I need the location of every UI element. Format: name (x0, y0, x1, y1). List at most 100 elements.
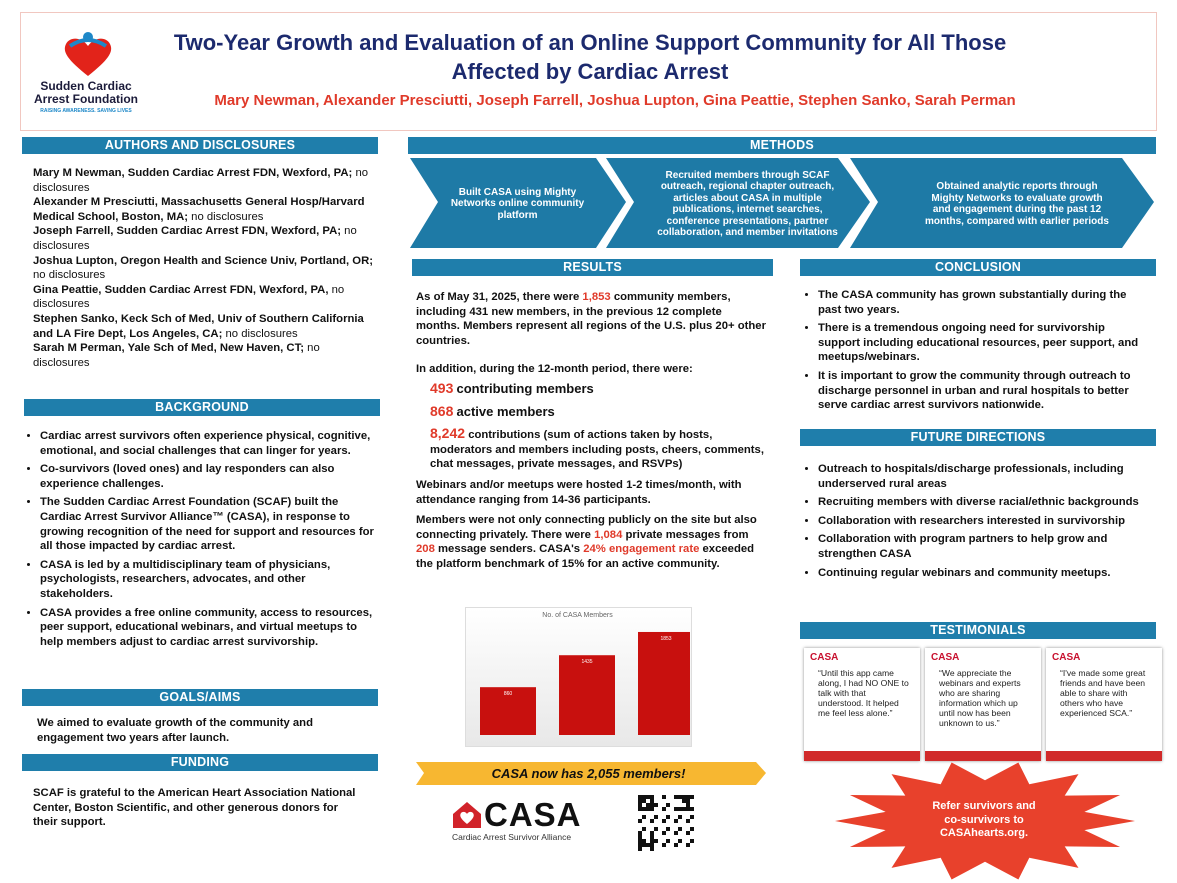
qr-cell (686, 831, 690, 835)
qr-cell (642, 795, 646, 799)
card-quote: “I've made some great friends and have b… (1060, 668, 1146, 718)
qr-cell (678, 807, 682, 811)
author-name: Alexander M Presciutti, Massachusetts Ge… (33, 196, 365, 223)
qr-cell (678, 839, 682, 843)
callout: Refer survivors and co-survivors to CASA… (932, 800, 1036, 839)
author-entry: Gina Peattie, Sudden Cardiac Arrest FDN,… (33, 283, 373, 312)
author-entry: Stephen Sanko, Keck Sch of Med, Univ of … (33, 312, 373, 341)
qr-cell (686, 795, 690, 799)
methods-arrows (410, 158, 1154, 248)
section-heading: BACKGROUND (24, 399, 380, 416)
qr-cell (678, 795, 682, 799)
qr-cell (642, 815, 646, 819)
section-heading: FUNDING (22, 754, 378, 771)
author-entry: Joshua Lupton, Oregon Health and Science… (33, 254, 373, 283)
background-list: Cardiac arrest survivors often experienc… (24, 429, 376, 653)
text-run: exceeded the platform benchmark of 15% f… (416, 543, 755, 570)
burst (835, 762, 1135, 880)
qr-cell (650, 803, 654, 807)
qr-cell (650, 843, 654, 847)
bar-label: 860 (504, 691, 513, 697)
method-step: Recruited members through SCAF outreach,… (657, 169, 838, 239)
casa-logo: CASA (484, 796, 582, 833)
section-heading: GOALS/AIMS (22, 689, 378, 706)
card-footer (804, 751, 920, 761)
banner: CASA now has 2,055 members! (491, 766, 686, 781)
highlight: 1,084 (594, 528, 623, 541)
qr-cell (690, 839, 694, 843)
conclusion-list: The CASA community has grown substantial… (802, 288, 1147, 417)
author-disclosure: no disclosures (33, 269, 106, 282)
goals-text: We aimed to evaluate growth of the commu… (37, 717, 313, 744)
text-run: community members, including 431 new mem… (416, 291, 766, 347)
qr-cell (690, 807, 694, 811)
qr-cell (638, 819, 642, 823)
qr-code (638, 795, 694, 851)
card-quote: “Until this app came along, I had NO ONE… (818, 668, 909, 718)
logo-name: Sudden Cardiac Arrest Foundation (34, 79, 138, 106)
qr-cell (686, 843, 690, 847)
author-name: Gina Peattie, Sudden Cardiac Arrest FDN,… (33, 283, 329, 296)
funding-text: SCAF is grateful to the American Heart A… (33, 787, 356, 829)
qr-cell (690, 815, 694, 819)
bullet: Collaboration with researchers intereste… (818, 514, 1147, 529)
bullet: Outreach to hospitals/discharge professi… (818, 462, 1147, 491)
authors: Mary Newman, Alexander Presciutti, Josep… (214, 92, 1016, 109)
qr-cell (686, 819, 690, 823)
text-run: As of May 31, 2025, there were (416, 291, 583, 303)
author-disclosure: no disclosures (225, 327, 298, 340)
testimonial-card: CASA “I've made some great friends and ha… (1046, 648, 1162, 761)
qr-cell (650, 839, 654, 843)
bar (559, 655, 615, 735)
highlight: 1,853 (582, 291, 611, 303)
highlight: 208 (416, 543, 435, 556)
card-logo: CASA (931, 652, 960, 663)
results-stats: 493 contributing members 868 active membe… (416, 381, 766, 472)
bullet: The Sudden Cardiac Arrest Foundation (SC… (40, 495, 376, 553)
qr-cell (654, 815, 658, 819)
stat: 493 contributing members (430, 381, 766, 398)
section-heading: FUTURE DIRECTIONS (800, 429, 1156, 446)
bar-label: 1435 (581, 659, 592, 665)
qr-cell (682, 799, 686, 803)
qr-cell (642, 843, 646, 847)
text-run: private messages from (622, 528, 749, 541)
author-disclosure: no disclosures (33, 283, 345, 311)
bullet: There is a tremendous ongoing need for s… (818, 321, 1147, 365)
stat-value: 493 (430, 379, 454, 396)
highlight: 24% engagement rate (583, 543, 700, 556)
stat: 8,242 contributions (sum of actions take… (430, 426, 766, 472)
qr-cell (686, 807, 690, 811)
qr-cell (666, 803, 670, 807)
testimonial-card: CASA “Until this app came along, I had NO… (804, 648, 920, 761)
qr-cell (638, 835, 642, 839)
card-logo: CASA (810, 652, 839, 663)
qr-cell (662, 843, 666, 847)
qr-cell (638, 843, 642, 847)
qr-cell (638, 799, 642, 803)
qr-cell (662, 807, 666, 811)
qr-cell (638, 807, 642, 811)
method-step: Obtained analytic reports through Mighty… (925, 181, 1109, 227)
results-lead: In addition, during the 12-month period,… (416, 363, 693, 376)
qr-cell (646, 807, 650, 811)
casa-icon (453, 802, 481, 828)
bullet: CASA provides a free online community, a… (40, 606, 376, 650)
qr-cell (646, 795, 650, 799)
qr-cell (674, 795, 678, 799)
results-private: Members were not only connecting publicl… (416, 513, 766, 571)
stat-value: 8,242 (430, 425, 466, 442)
qr-cell (686, 799, 690, 803)
logo-tagline: RAISING AWARENESS. SAVING LIVES (40, 108, 132, 114)
qr-cell (654, 839, 658, 843)
card-footer (925, 751, 1041, 761)
logo-icon (64, 32, 112, 76)
qr-cell (638, 847, 642, 851)
results-intro: As of May 31, 2025, there were 1,853 com… (416, 290, 766, 348)
author-name: Sarah M Perman, Yale Sch of Med, New Hav… (33, 342, 305, 355)
author-entry: Mary M Newman, Sudden Cardiac Arrest FDN… (33, 166, 373, 195)
qr-cell (650, 799, 654, 803)
qr-cell (674, 831, 678, 835)
card-footer (1046, 751, 1162, 761)
stat-text: contributions (sum of actions taken by h… (430, 429, 764, 471)
